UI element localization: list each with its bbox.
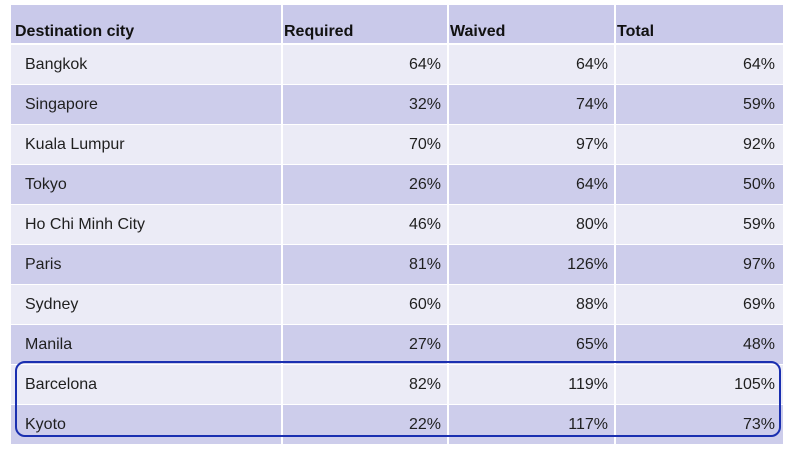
table-row: Barcelona 82% 119% 105%	[11, 365, 783, 404]
cell-required: 27%	[283, 325, 447, 364]
table-row: Kyoto 22% 117% 73%	[11, 405, 783, 444]
cell-waived: 117%	[449, 405, 614, 444]
cell-waived: 119%	[449, 365, 614, 404]
cell-waived: 126%	[449, 245, 614, 284]
cell-city: Tokyo	[11, 165, 281, 204]
cell-required: 82%	[283, 365, 447, 404]
cell-city: Manila	[11, 325, 281, 364]
cell-total: 50%	[616, 165, 783, 204]
cell-waived: 64%	[449, 45, 614, 84]
cell-total: 59%	[616, 205, 783, 244]
table-row: Sydney 60% 88% 69%	[11, 285, 783, 324]
cell-city: Barcelona	[11, 365, 281, 404]
header-required: Required	[283, 5, 447, 43]
cell-required: 46%	[283, 205, 447, 244]
cell-city: Paris	[11, 245, 281, 284]
table-row: Singapore 32% 74% 59%	[11, 85, 783, 124]
data-table: Destination city Required Waived Total B…	[11, 0, 783, 450]
cell-city: Singapore	[11, 85, 281, 124]
header-total: Total	[616, 5, 783, 43]
header-destination-city: Destination city	[11, 5, 281, 43]
cell-waived: 97%	[449, 125, 614, 164]
cell-required: 64%	[283, 45, 447, 84]
cell-total: 97%	[616, 245, 783, 284]
cell-total: 59%	[616, 85, 783, 124]
table-row: Bangkok 64% 64% 64%	[11, 45, 783, 84]
cell-total: 48%	[616, 325, 783, 364]
cell-required: 26%	[283, 165, 447, 204]
cell-required: 22%	[283, 405, 447, 444]
cell-waived: 74%	[449, 85, 614, 124]
cell-city: Bangkok	[11, 45, 281, 84]
cell-total: 64%	[616, 45, 783, 84]
table-row: Ho Chi Minh City 46% 80% 59%	[11, 205, 783, 244]
cell-waived: 65%	[449, 325, 614, 364]
table-row: Manila 27% 65% 48%	[11, 325, 783, 364]
cell-required: 60%	[283, 285, 447, 324]
cell-total: 69%	[616, 285, 783, 324]
table-row: Paris 81% 126% 97%	[11, 245, 783, 284]
cell-waived: 64%	[449, 165, 614, 204]
cell-total: 73%	[616, 405, 783, 444]
table-header-row: Destination city Required Waived Total	[11, 5, 783, 43]
cell-total: 105%	[616, 365, 783, 404]
cell-waived: 88%	[449, 285, 614, 324]
cell-required: 81%	[283, 245, 447, 284]
cell-required: 32%	[283, 85, 447, 124]
table-row: Tokyo 26% 64% 50%	[11, 165, 783, 204]
table-row: Kuala Lumpur 70% 97% 92%	[11, 125, 783, 164]
cell-city: Kuala Lumpur	[11, 125, 281, 164]
cell-waived: 80%	[449, 205, 614, 244]
cell-required: 70%	[283, 125, 447, 164]
cell-city: Ho Chi Minh City	[11, 205, 281, 244]
cell-city: Kyoto	[11, 405, 281, 444]
cell-city: Sydney	[11, 285, 281, 324]
header-waived: Waived	[449, 5, 614, 43]
cell-total: 92%	[616, 125, 783, 164]
